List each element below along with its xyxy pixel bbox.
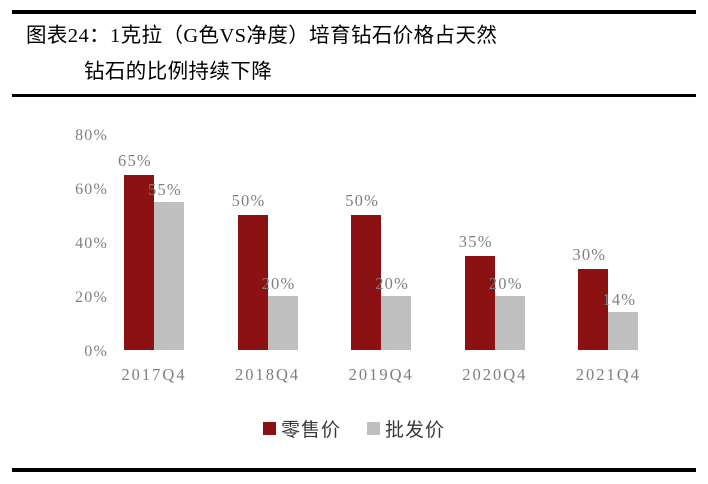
title-separator-rule	[12, 94, 696, 97]
figure-title-line-2: 钻石的比例持续下降	[84, 61, 273, 83]
bar-value-label: 20%	[488, 274, 523, 293]
plot-area: 0% 20% 40% 60% 80% 65% 55% 2017Q4 50% 20% 2018Q4 50…	[0, 97, 708, 468]
bar-value-label: 55%	[148, 179, 182, 199]
legend-swatch-icon	[367, 422, 380, 435]
legend-label: 批发价	[385, 420, 446, 441]
top-rule	[12, 10, 696, 14]
bottom-rule	[12, 468, 696, 472]
legend-item-wholesale[interactable]: 批发价	[367, 415, 445, 442]
bar-wholesale[interactable]	[494, 296, 525, 350]
bar-wholesale[interactable]	[608, 312, 639, 350]
legend-label: 零售价	[280, 420, 341, 441]
bar-retail[interactable]	[464, 255, 495, 350]
bar-value-label: 20%	[261, 274, 296, 293]
x-axis-tick-label: 2017Q4	[121, 365, 187, 384]
x-axis-tick-label: 2019Q4	[348, 365, 414, 384]
bar-wholesale[interactable]	[267, 296, 298, 350]
y-axis-tick-label: 80%	[75, 127, 108, 144]
bar-chart: 0% 20% 40% 60% 80% 65% 55% 2017Q4 50% 20% 2018Q4 50…	[0, 97, 708, 468]
x-axis-tick-label: 2021Q4	[575, 365, 641, 384]
bar-value-label: 50%	[345, 191, 380, 210]
bar-value-label: 35%	[458, 231, 493, 251]
legend-item-retail[interactable]: 零售价	[262, 415, 341, 442]
bar-value-label: 30%	[572, 245, 607, 264]
y-axis-tick-label: 0%	[84, 343, 108, 360]
x-axis-tick-label: 2020Q4	[462, 365, 528, 384]
y-axis-tick-label: 40%	[75, 235, 108, 252]
bar-retail[interactable]	[124, 174, 154, 350]
bar-retail[interactable]	[237, 215, 268, 350]
figure-title: 图表24：1克拉（G色VS净度）培育钻石价格占天然 钻石的比例持续下降	[26, 18, 686, 90]
y-axis-tick-label: 60%	[75, 181, 108, 198]
bar-retail[interactable]	[578, 269, 609, 350]
bar-retail[interactable]	[351, 215, 382, 350]
y-axis-tick-label: 20%	[75, 289, 108, 306]
bar-value-label: 65%	[118, 150, 152, 170]
bar-value-label: 50%	[231, 191, 266, 210]
bar-value-label: 14%	[602, 290, 637, 310]
bar-value-label: 20%	[375, 274, 410, 293]
bar-wholesale[interactable]	[381, 296, 412, 350]
x-axis-tick-label: 2018Q4	[235, 365, 301, 384]
chart-legend: 零售价 批发价	[0, 415, 708, 442]
bar-wholesale[interactable]	[154, 201, 184, 350]
figure-title-line-1: 图表24：1克拉（G色VS净度）培育钻石价格占天然	[26, 25, 498, 47]
legend-swatch-icon	[262, 422, 276, 435]
